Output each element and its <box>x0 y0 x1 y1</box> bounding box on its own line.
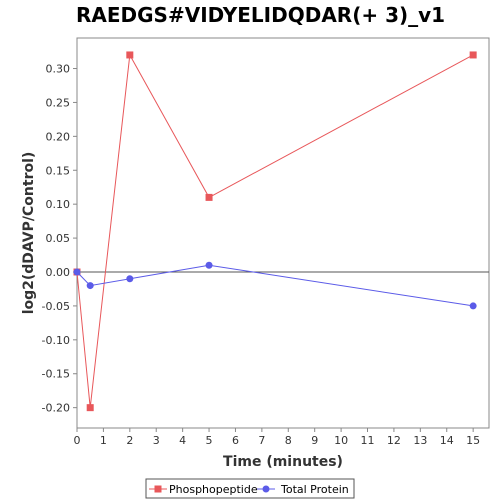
chart-title: RAEDGS#VIDYELIDQDAR(+ 3)_v1 <box>76 3 445 27</box>
legend: Phosphopeptide Total Protein <box>145 478 355 499</box>
data-point-square <box>126 51 134 59</box>
data-point-circle <box>86 282 94 290</box>
y-tick-label: 0.05 <box>46 232 71 245</box>
x-tick-label: 1 <box>100 434 107 447</box>
x-tick-label: 5 <box>206 434 213 447</box>
x-tick-label: 12 <box>387 434 401 447</box>
y-tick-label: -0.05 <box>42 300 70 313</box>
y-tick-label: 0.15 <box>46 164 71 177</box>
plot-area <box>76 37 490 429</box>
y-tick-label: 0.25 <box>46 96 71 109</box>
data-point-square <box>205 193 213 201</box>
y-tick-label: -0.15 <box>42 368 70 381</box>
x-tick-label: 9 <box>311 434 318 447</box>
x-tick-label: 0 <box>74 434 81 447</box>
x-tick-label: 11 <box>361 434 375 447</box>
x-tick-label: 6 <box>232 434 239 447</box>
x-tick-label: 4 <box>179 434 186 447</box>
data-point-square <box>469 51 477 59</box>
x-tick-label: 2 <box>126 434 133 447</box>
series-layer <box>73 51 477 412</box>
x-tick-label: 14 <box>440 434 454 447</box>
data-point-circle <box>126 275 134 283</box>
data-point-circle <box>469 302 477 310</box>
x-tick-label: 10 <box>334 434 348 447</box>
legend-label: Total Protein <box>280 483 349 496</box>
legend-marker-square <box>154 485 162 493</box>
x-tick-label: 3 <box>153 434 160 447</box>
data-point-circle <box>205 261 213 269</box>
y-tick-label: 0.10 <box>46 198 71 211</box>
x-tick-label: 7 <box>258 434 265 447</box>
y-axis: -0.20 -0.15 -0.10 -0.05 0.00 0.05 0.10 0.15 0.20… <box>42 63 77 415</box>
y-tick-label: 0.20 <box>46 130 71 143</box>
y-tick-label: 0.30 <box>46 63 71 76</box>
data-point-square <box>86 404 94 412</box>
data-point-circle <box>73 268 81 276</box>
x-axis-label: Time (minutes) <box>223 454 343 470</box>
legend-label: Phosphopeptide <box>169 483 258 496</box>
legend-marker-circle <box>262 485 270 493</box>
y-tick-label: 0.00 <box>46 266 71 279</box>
legend-box <box>145 478 355 499</box>
y-tick-label: -0.20 <box>42 402 70 415</box>
x-tick-label: 8 <box>285 434 292 447</box>
x-axis: 0 1 2 3 4 5 6 7 8 9 10 11 12 13 14 15 <box>74 428 480 447</box>
y-tick-label: -0.10 <box>42 334 70 347</box>
x-tick-label: 15 <box>466 434 480 447</box>
x-tick-label: 13 <box>413 434 427 447</box>
y-axis-label: log2(dDAVP/Control) <box>21 152 37 315</box>
